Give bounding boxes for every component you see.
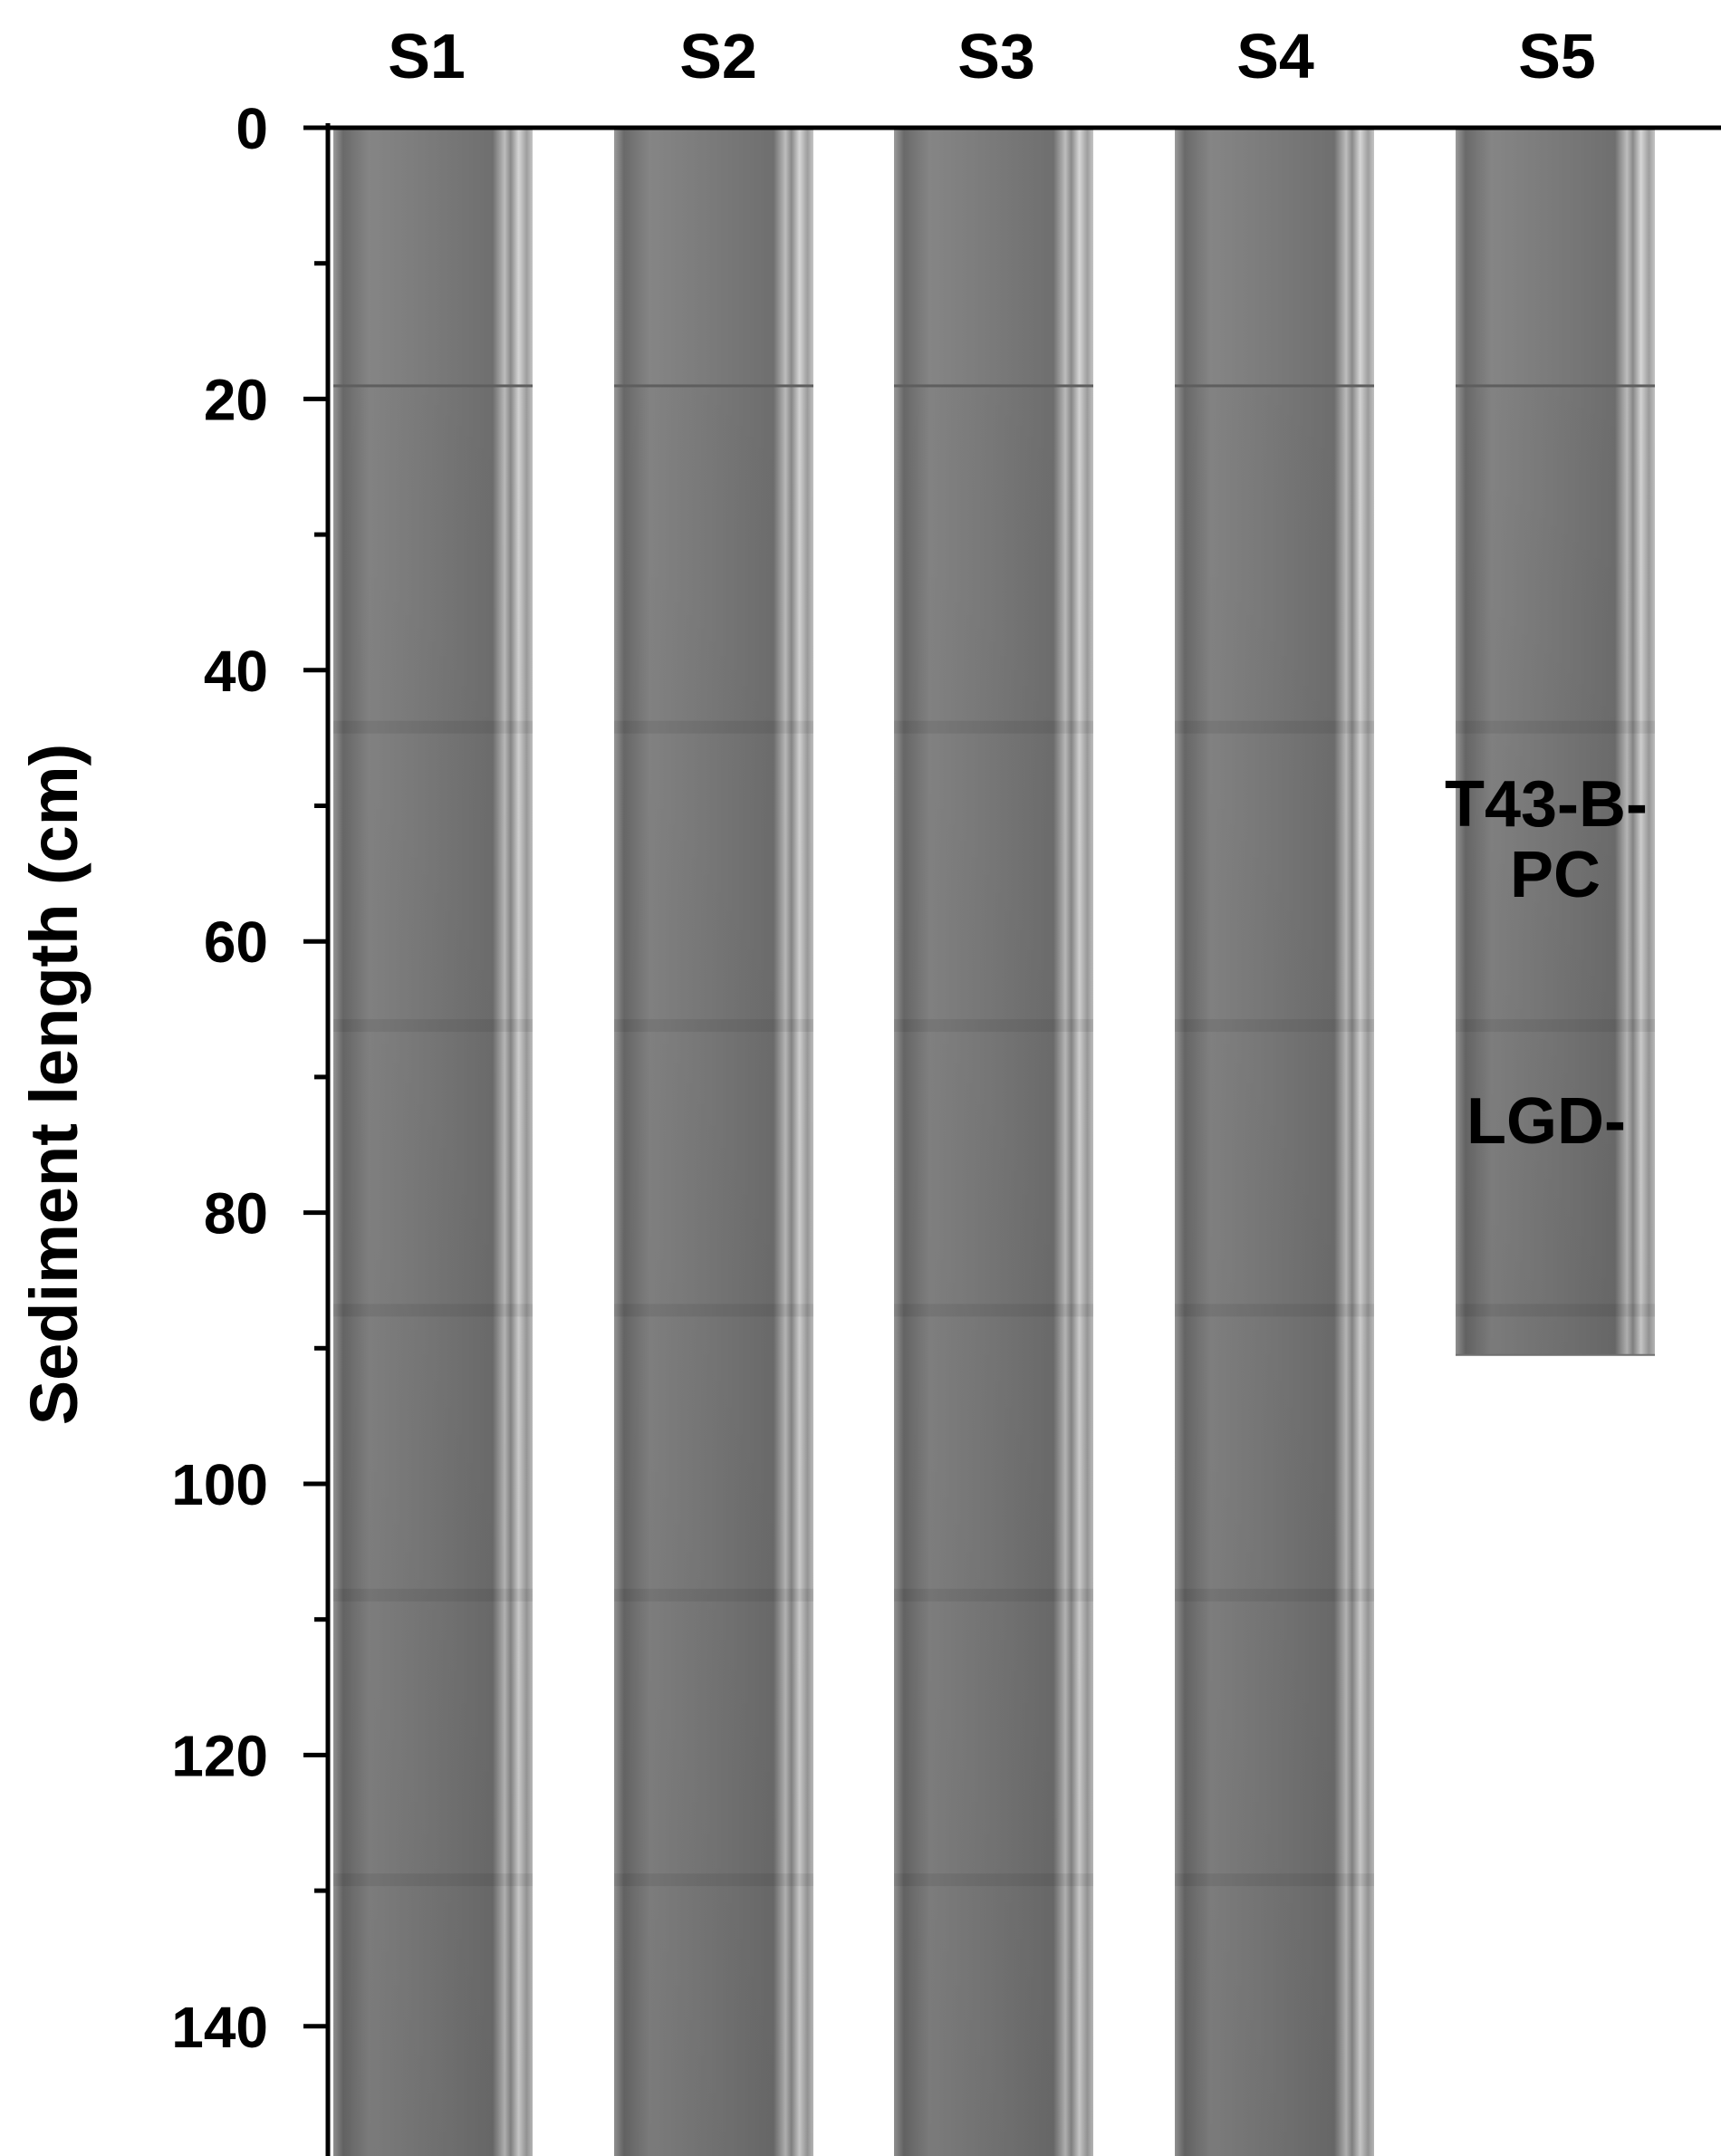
core-marker-band: [894, 384, 1093, 388]
depth-axis-ticks: 0 20 40 60 80 100 120 140: [171, 96, 328, 2060]
section-header-s4: S4: [1236, 21, 1314, 91]
core-marker-band: [1175, 384, 1374, 388]
section-headers: S1 S2 S3 S4 S5: [388, 21, 1596, 91]
core-section-s2: [614, 128, 813, 2156]
section-header-s1: S1: [388, 21, 466, 91]
core-marker-band: [333, 384, 533, 388]
core-shade: [1456, 385, 1655, 1355]
core-label-line-1: LGD-: [1466, 1085, 1626, 1158]
core-label-line-2: T43-B-: [1445, 768, 1648, 841]
core-marker-band: [1175, 720, 1374, 734]
core-section-s5: [1456, 128, 1655, 1356]
core-marker-band: [1456, 720, 1655, 734]
section-header-s3: S3: [957, 21, 1035, 91]
tick-label: 80: [204, 1181, 268, 1246]
core-shade: [1175, 385, 1374, 2156]
tick-label: 20: [204, 367, 268, 432]
tick-label: 100: [171, 1452, 268, 1517]
core-marker-band: [1456, 384, 1655, 388]
core-marker-band: [894, 1019, 1093, 1033]
tick-label: 0: [236, 96, 268, 161]
depth-axis: 0 20 40 60 80 100 120 140: [171, 96, 1721, 2156]
core-shade: [894, 385, 1093, 2156]
core-marker-band: [614, 720, 813, 734]
core-marker-band: [614, 1873, 813, 1887]
core-marker-band: [894, 1304, 1093, 1317]
core-section-s4: [1175, 128, 1374, 2156]
section-header-s2: S2: [679, 21, 757, 91]
core-marker-band: [1175, 1304, 1374, 1317]
core-marker-band: [614, 1304, 813, 1317]
core-marker-band: [894, 1588, 1093, 1602]
core-sections: [333, 128, 1655, 2156]
core-label-line-3: PC: [1510, 839, 1601, 911]
core-marker-band: [333, 1019, 533, 1033]
core-marker-band: [333, 1873, 533, 1887]
tick-label: 40: [204, 639, 268, 704]
core-marker-band: [1175, 1019, 1374, 1033]
core-marker-band: [614, 1588, 813, 1602]
core-marker-band: [894, 1873, 1093, 1887]
core-shade: [614, 385, 813, 2156]
section-header-s5: S5: [1518, 21, 1596, 91]
core-marker-band: [333, 720, 533, 734]
core-marker-band: [333, 1304, 533, 1317]
core-section-s3: [894, 128, 1093, 2156]
core-marker-band: [1456, 1304, 1655, 1317]
core-marker-band: [1175, 1873, 1374, 1887]
core-section-s1: [333, 128, 533, 2156]
tick-label: 140: [171, 1995, 268, 2060]
core-shade: [333, 385, 533, 2156]
core-marker-band: [1175, 1588, 1374, 1602]
tick-label: 60: [204, 910, 268, 975]
core-marker-band: [1456, 1019, 1655, 1033]
core-marker-band: [614, 1019, 813, 1033]
core-marker-band: [333, 1588, 533, 1602]
core-marker-band: [894, 720, 1093, 734]
tick-label: 120: [171, 1723, 268, 1788]
core-marker-band: [614, 384, 813, 388]
y-axis-label: Sediment length (cm): [16, 744, 91, 1425]
core-label: LGD- T43-B- PC: [1445, 768, 1666, 1158]
